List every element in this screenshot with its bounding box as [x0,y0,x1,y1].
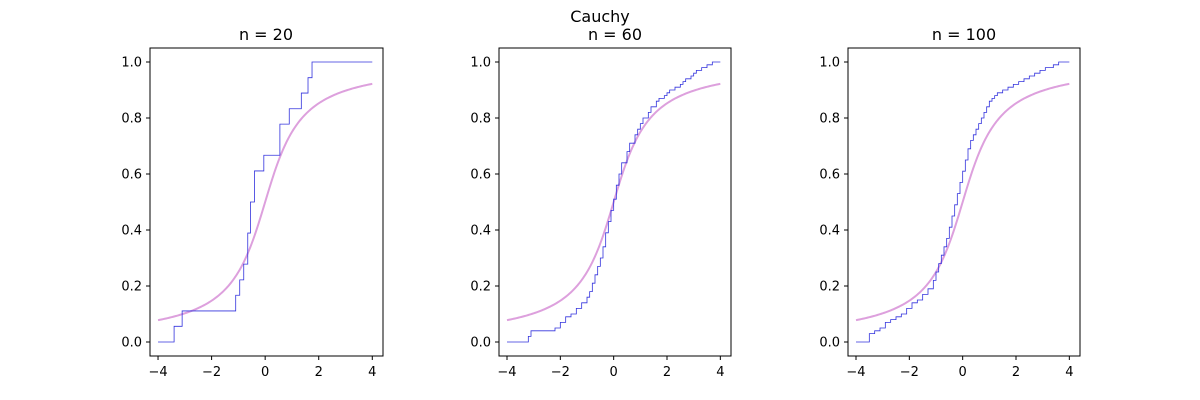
x-tick-label: 2 [315,365,323,380]
x-tick-label: −2 [202,365,221,380]
y-tick-label: 1.0 [121,56,142,71]
y-tick-label: 0.2 [819,280,840,295]
axes-frame [498,47,732,357]
subplot-n100: n = 100 −4 −2 0 2 4 0.0 0.2 0.4 0.6 0.8 1.0 [819,25,1081,380]
x-tick-label: 4 [716,365,724,380]
x-tick-label: 2 [1012,365,1020,380]
x-tick-label: 0 [261,365,269,380]
y-tick-label: 0.8 [470,112,491,127]
cauchy-cdf-curve [855,82,1070,322]
x-tick-label: −4 [148,365,167,380]
x-tick-label: −4 [497,365,516,380]
y-tick-label: 0.8 [819,112,840,127]
x-tick-label: −4 [846,365,865,380]
subplot-n60: n = 60 −4 −2 0 2 4 0.0 0.2 0.4 0.6 0.8 1.0 [470,25,732,380]
y-tick-label: 0.0 [121,336,142,351]
y-tick-label: 0.4 [121,224,142,239]
x-tick-label: 4 [368,365,376,380]
y-tick-label: 1.0 [819,56,840,71]
y-tick-label: 0.6 [819,168,840,183]
y-tick-label: 0.2 [470,280,491,295]
x-tick-label: 2 [663,365,671,380]
cauchy-cdf-curve [157,82,373,322]
y-tick-label: 0.4 [819,224,840,239]
subplot-title: n = 100 [932,25,996,44]
empirical-cdf-step-line [507,61,721,343]
x-tick-label: 4 [1065,365,1073,380]
subplot-title: n = 60 [588,25,642,44]
empirical-cdf-step-line [856,61,1070,343]
empirical-cdf-step-line [158,61,373,343]
y-tick-label: 0.6 [121,168,142,183]
y-tick-label: 0.6 [470,168,491,183]
subplot-title: n = 20 [239,25,293,44]
y-tick-label: 0.0 [819,336,840,351]
figure-suptitle: Cauchy [570,7,630,26]
axes-frame [149,47,384,357]
x-tick-label: −2 [900,365,919,380]
y-tick-label: 0.8 [121,112,142,127]
y-tick-label: 0.0 [470,336,491,351]
x-tick-label: 0 [959,365,967,380]
x-tick-label: 0 [610,365,618,380]
y-tick-label: 1.0 [470,56,491,71]
y-tick-label: 0.2 [121,280,142,295]
y-tick-label: 0.4 [470,224,491,239]
x-tick-label: −2 [551,365,570,380]
axes-frame [847,47,1081,357]
subplot-n20: n = 20 −4 −2 0 2 4 0.0 0.2 0.4 0.6 0.8 1.0 [121,25,384,380]
